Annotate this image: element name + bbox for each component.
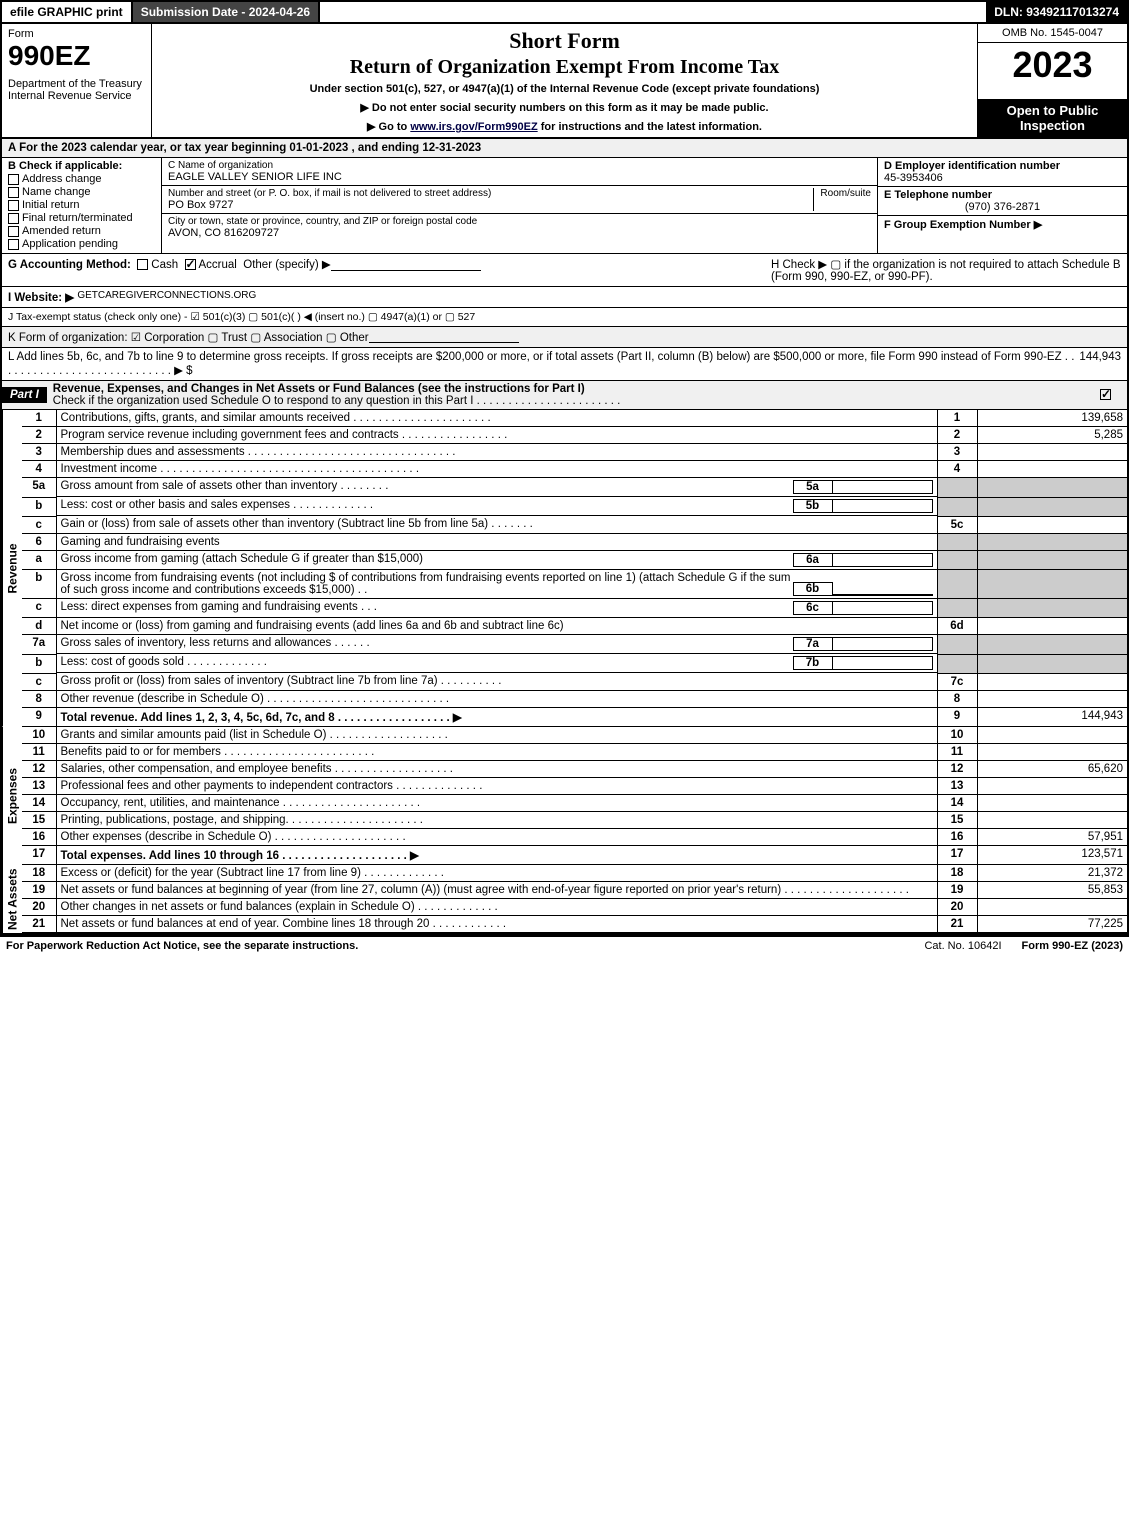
C-city-row: City or town, state or province, country… (162, 214, 877, 241)
spacer (320, 2, 986, 22)
footer-2: Cat. No. 10642I (924, 940, 1001, 952)
J-text: J Tax-exempt status (check only one) - ☑… (8, 311, 475, 323)
netassets-lines: 18Excess or (deficit) for the year (Subt… (22, 865, 1127, 933)
L-text: L Add lines 5b, 6c, and 7b to line 9 to … (8, 351, 1079, 377)
other-line[interactable] (331, 258, 481, 271)
col-C: C Name of organization EAGLE VALLEY SENI… (162, 158, 877, 253)
revenue-section: Revenue 1Contributions, gifts, grants, a… (0, 410, 1129, 727)
H: H Check ▶ ▢ if the organization is not r… (771, 257, 1121, 283)
row-K: K Form of organization: ☑ Corporation ▢ … (0, 327, 1129, 348)
note2-a: ▶ Go to (367, 121, 410, 133)
submission-date: Submission Date - 2024-04-26 (133, 2, 320, 22)
topbar: efile GRAPHIC print Submission Date - 20… (0, 0, 1129, 24)
revenue-tab: Revenue (2, 410, 22, 727)
E-label: E Telephone number (884, 189, 992, 201)
D-val: 45-3953406 (884, 172, 943, 184)
A-text: A For the 2023 calendar year, or tax yea… (8, 142, 481, 154)
C-street-label: Number and street (or P. O. box, if mail… (168, 188, 813, 199)
form-header: Form 990EZ Department of the Treasury In… (0, 24, 1129, 139)
footer-3: Form 990-EZ (2023) (1022, 940, 1123, 952)
form-number: 990EZ (8, 40, 145, 72)
ck-accrual[interactable] (185, 259, 196, 270)
col-D-E-F: D Employer identification number 45-3953… (877, 158, 1127, 253)
G-label: G Accounting Method: (8, 259, 131, 271)
C-name-label: C Name of organization (168, 160, 342, 171)
row-G-H: G Accounting Method: Cash Accrual Other … (0, 254, 1129, 287)
netassets-tab: Net Assets (2, 865, 22, 933)
E-row: E Telephone number (970) 376-2871 (878, 187, 1127, 216)
C-street: PO Box 9727 (168, 199, 813, 211)
header-left: Form 990EZ Department of the Treasury In… (2, 24, 152, 137)
ck-final[interactable]: Final return/terminated (8, 212, 155, 224)
C-name: EAGLE VALLEY SENIOR LIFE INC (168, 171, 342, 183)
header-right: OMB No. 1545-0047 2023 Open to Public In… (977, 24, 1127, 137)
part1-ck[interactable] (1087, 389, 1127, 401)
netassets-section: Net Assets 18Excess or (deficit) for the… (0, 865, 1129, 935)
expenses-section: Expenses 10Grants and similar amounts pa… (0, 727, 1129, 865)
part1-label: Part I (2, 387, 47, 403)
I-label: I Website: ▶ (8, 290, 74, 304)
L-val: 144,943 (1079, 351, 1121, 377)
dln: DLN: 93492117013274 (986, 2, 1127, 22)
efile-label: efile GRAPHIC print (2, 2, 133, 22)
ck-address[interactable]: Address change (8, 173, 155, 185)
part1-check: Check if the organization used Schedule … (53, 395, 621, 407)
F-row: F Group Exemption Number ▶ (878, 216, 1127, 253)
ck-pending[interactable]: Application pending (8, 238, 155, 250)
note2-b: for instructions and the latest informat… (538, 121, 762, 133)
I-val: GETCAREGIVERCONNECTIONS.ORG (77, 290, 256, 304)
C-city-label: City or town, state or province, country… (168, 216, 477, 227)
form-label: Form (8, 28, 145, 40)
ck-amended[interactable]: Amended return (8, 225, 155, 237)
D-row: D Employer identification number 45-3953… (878, 158, 1127, 187)
C-street-row: Number and street (or P. O. box, if mail… (162, 186, 877, 214)
row-I: I Website: ▶ GETCAREGIVERCONNECTIONS.ORG (0, 287, 1129, 308)
subtitle: Under section 501(c), 527, or 4947(a)(1)… (160, 83, 969, 95)
section-B-C-D: B Check if applicable: Address change Na… (0, 158, 1129, 254)
col-B: B Check if applicable: Address change Na… (2, 158, 162, 253)
ck-initial[interactable]: Initial return (8, 199, 155, 211)
tax-year: 2023 (978, 43, 1127, 99)
F-label: F Group Exemption Number ▶ (884, 219, 1042, 231)
C-room-label: Room/suite (813, 188, 871, 211)
C-name-row: C Name of organization EAGLE VALLEY SENI… (162, 158, 877, 186)
ck-name[interactable]: Name change (8, 186, 155, 198)
part1-title: Revenue, Expenses, and Changes in Net As… (53, 383, 585, 395)
footer: For Paperwork Reduction Act Notice, see … (0, 935, 1129, 955)
row-A: A For the 2023 calendar year, or tax yea… (0, 139, 1129, 158)
K-text: K Form of organization: ☑ Corporation ▢ … (8, 330, 369, 344)
irs-link[interactable]: www.irs.gov/Form990EZ (410, 121, 537, 133)
title-1: Short Form (160, 28, 969, 54)
K-other-line[interactable] (369, 330, 519, 343)
G: G Accounting Method: Cash Accrual Other … (8, 257, 771, 283)
D-label: D Employer identification number (884, 160, 1060, 172)
note-2: ▶ Go to www.irs.gov/Form990EZ for instru… (160, 120, 969, 133)
omb: OMB No. 1545-0047 (978, 24, 1127, 43)
B-label: B Check if applicable: (8, 160, 122, 172)
expenses-tab: Expenses (2, 727, 22, 865)
revenue-lines: 1Contributions, gifts, grants, and simil… (22, 410, 1127, 727)
title-2: Return of Organization Exempt From Incom… (160, 56, 969, 79)
C-city: AVON, CO 816209727 (168, 227, 477, 239)
inspection: Open to Public Inspection (978, 99, 1127, 137)
dept: Department of the Treasury Internal Reve… (8, 78, 145, 102)
header-center: Short Form Return of Organization Exempt… (152, 24, 977, 137)
part1-header: Part I Revenue, Expenses, and Changes in… (0, 381, 1129, 410)
ck-cash[interactable] (137, 259, 148, 270)
part1-text: Revenue, Expenses, and Changes in Net As… (47, 381, 1087, 409)
row-J: J Tax-exempt status (check only one) - ☑… (0, 308, 1129, 327)
expenses-lines: 10Grants and similar amounts paid (list … (22, 727, 1127, 865)
footer-1: For Paperwork Reduction Act Notice, see … (6, 940, 904, 952)
note-1: ▶ Do not enter social security numbers o… (160, 101, 969, 114)
E-val: (970) 376-2871 (884, 201, 1121, 213)
row-L: L Add lines 5b, 6c, and 7b to line 9 to … (0, 348, 1129, 381)
